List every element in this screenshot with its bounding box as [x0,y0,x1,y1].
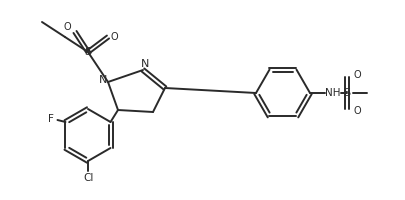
Text: NH: NH [324,88,340,98]
Text: O: O [352,106,360,116]
Text: O: O [63,22,70,32]
Text: S: S [84,47,92,57]
Text: O: O [352,70,360,80]
Text: Cl: Cl [83,173,94,183]
Text: F: F [47,114,53,124]
Text: N: N [98,75,107,85]
Text: S: S [343,88,350,98]
Text: O: O [110,32,117,42]
Text: N: N [141,59,149,69]
